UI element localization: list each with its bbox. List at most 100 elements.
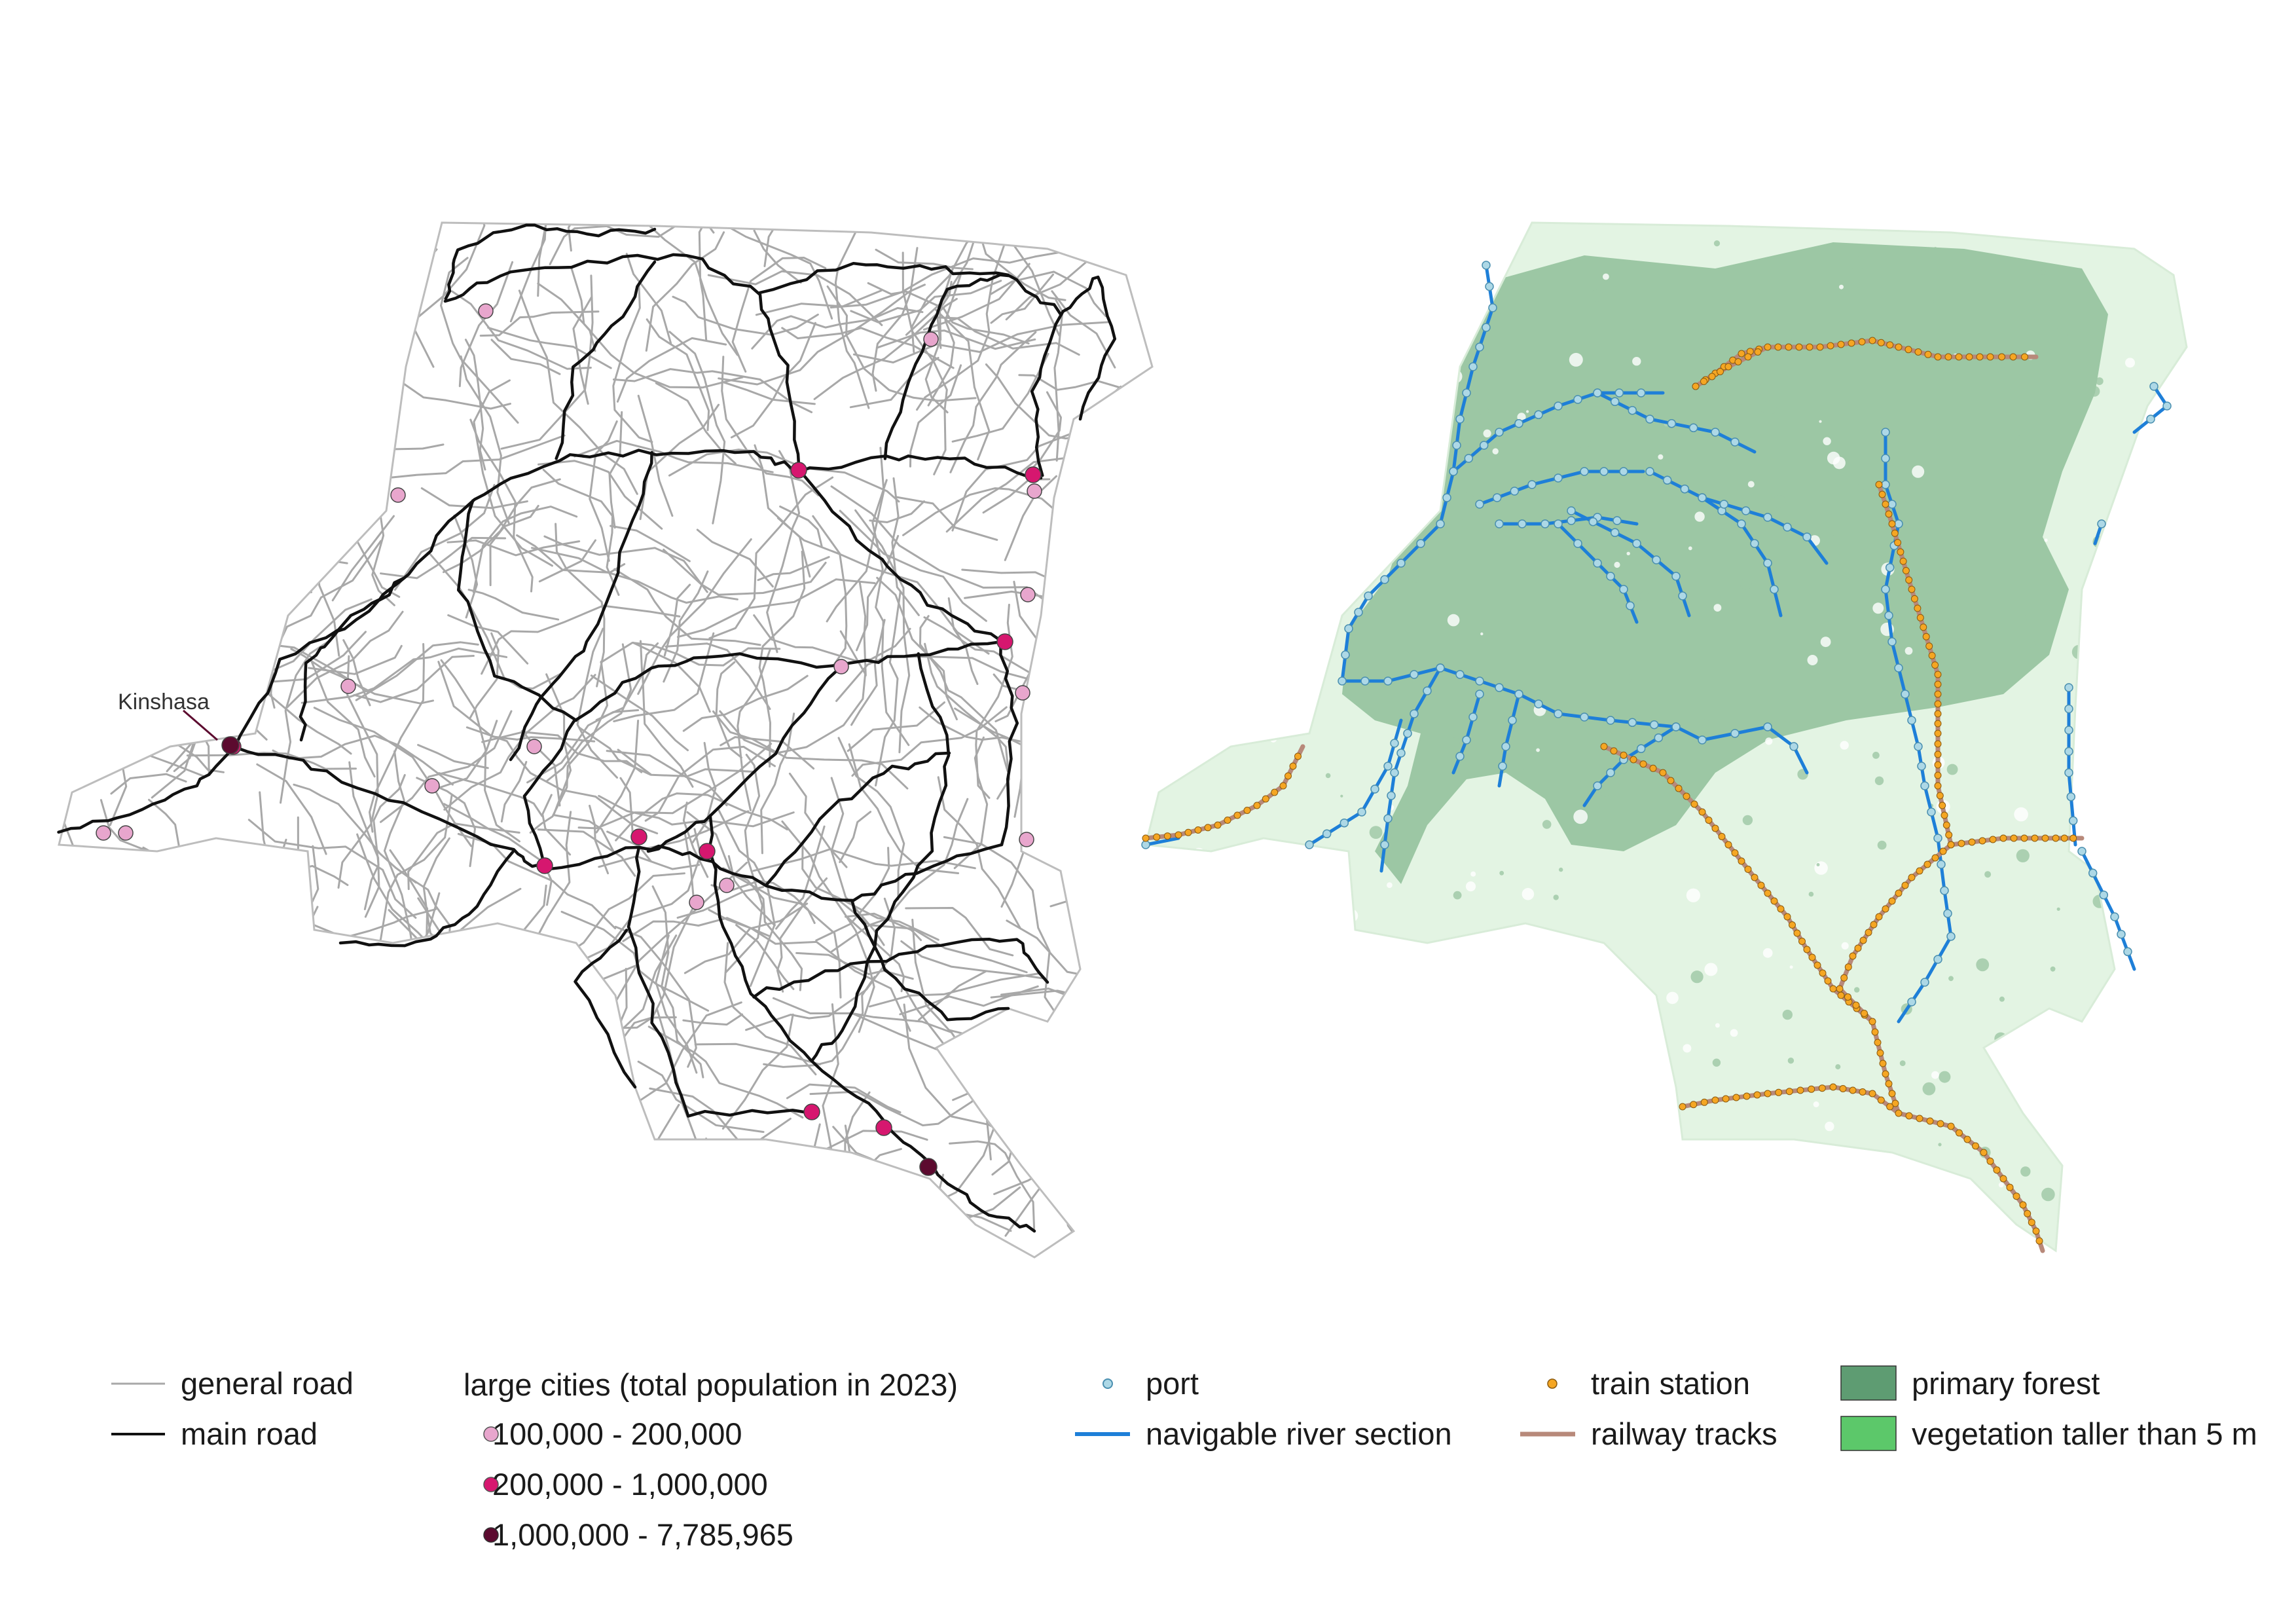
train-station-marker <box>1885 510 1893 518</box>
train-station-marker <box>1993 1166 2001 1174</box>
city-marker <box>803 1103 820 1120</box>
port-marker <box>1540 519 1550 528</box>
train-station-marker <box>2006 1183 2014 1191</box>
general-road <box>801 843 939 941</box>
port-marker <box>1887 637 1897 646</box>
general-road <box>869 500 925 523</box>
port-marker <box>2099 890 2109 900</box>
train-station-marker <box>1803 946 1811 953</box>
port-marker <box>2097 519 2106 528</box>
train-station-marker <box>1743 1092 1751 1100</box>
train-station-marker <box>1153 833 1161 841</box>
general-road <box>458 261 514 388</box>
general-road <box>159 283 205 463</box>
train-station-marker <box>2060 834 2068 842</box>
port-marker <box>1606 572 1615 581</box>
railway-track <box>1948 836 2085 847</box>
general-road <box>837 737 905 900</box>
legend-city-class-3-label: 1,000,000 - 7,785,965 <box>492 1517 793 1552</box>
city-marker <box>630 828 647 845</box>
general-road <box>59 324 92 360</box>
general-road <box>455 1168 691 1235</box>
train-station-marker <box>1923 860 1931 868</box>
port-marker <box>1452 441 1461 450</box>
legend-primary-forest-label: primary forest <box>1912 1366 2100 1401</box>
train-station-marker <box>1963 1135 1971 1143</box>
general-road <box>521 729 561 807</box>
general-road <box>665 1199 780 1257</box>
port-marker <box>1927 807 1936 817</box>
general-road <box>500 761 528 822</box>
general-road <box>176 225 357 287</box>
train-station-marker <box>1934 750 1942 758</box>
port-marker <box>1636 388 1646 397</box>
general-road <box>900 940 1044 980</box>
legend-port: port <box>1102 1366 1199 1401</box>
train-station-marker <box>1914 604 1922 612</box>
general-road <box>637 1060 765 1134</box>
city-marker <box>996 633 1013 650</box>
general-road <box>66 1080 137 1236</box>
train-station-marker <box>1870 921 1878 929</box>
train-station-marker <box>1877 1096 1885 1104</box>
general-road <box>682 674 809 732</box>
port-marker <box>1613 516 1622 525</box>
train-station-marker <box>1785 1088 1793 1096</box>
general-road <box>672 295 819 336</box>
general-road <box>393 484 496 591</box>
train-station-marker <box>1934 671 1942 678</box>
train-station-marker <box>1859 936 1867 944</box>
main-road <box>646 667 840 853</box>
port-marker <box>1341 650 1350 659</box>
port-marker <box>1338 676 1347 686</box>
general-road <box>763 223 828 267</box>
legend-general-road: general road <box>111 1366 354 1401</box>
general-road <box>812 515 848 665</box>
port-marker <box>2123 947 2132 957</box>
train-station-marker <box>1243 807 1251 814</box>
general-road <box>899 985 1039 1016</box>
train-station-marker <box>1777 905 1785 913</box>
port-marker <box>1357 807 1366 817</box>
train-station-marker <box>1980 1149 1988 1156</box>
train-station-marker <box>1700 378 1707 385</box>
general-road <box>755 289 883 316</box>
general-road <box>731 257 827 373</box>
train-station-marker <box>1738 350 1745 358</box>
train-station-marker <box>1888 897 1896 905</box>
general-road <box>490 1052 511 1161</box>
general-road <box>59 1168 71 1257</box>
legend: general road main road large cities (tot… <box>111 1365 2257 1552</box>
port-marker <box>1495 428 1504 437</box>
general-road <box>59 265 116 407</box>
port-marker <box>1606 716 1615 725</box>
general-road <box>720 736 815 770</box>
general-road <box>302 996 385 1127</box>
port-marker <box>1783 523 1792 532</box>
general-road <box>813 297 958 400</box>
general-road <box>875 248 974 270</box>
general-road <box>380 536 507 580</box>
general-road <box>774 825 826 930</box>
port-marker <box>1468 362 1478 371</box>
general-road <box>71 287 159 452</box>
train-station-marker <box>2020 834 2028 842</box>
port-marker <box>1485 282 1494 291</box>
train-station-marker <box>1774 343 1782 351</box>
general-road <box>452 964 638 1046</box>
port-marker <box>1770 585 1779 594</box>
train-station-marker <box>1796 1086 1804 1094</box>
general-road <box>676 578 876 638</box>
port-marker <box>2088 868 2098 878</box>
train-station-marker <box>1874 1039 1882 1046</box>
port-marker <box>1671 722 1681 731</box>
general-road <box>346 223 399 282</box>
train-station-marker <box>1934 680 1942 688</box>
train-station-marker <box>1783 913 1791 921</box>
port-marker <box>1518 519 1527 528</box>
vegetation-swatch <box>1840 1416 1897 1451</box>
general-road <box>269 490 311 589</box>
general-road <box>490 339 561 375</box>
legend-general-road-label: general road <box>181 1366 354 1401</box>
port-marker <box>1645 415 1654 424</box>
